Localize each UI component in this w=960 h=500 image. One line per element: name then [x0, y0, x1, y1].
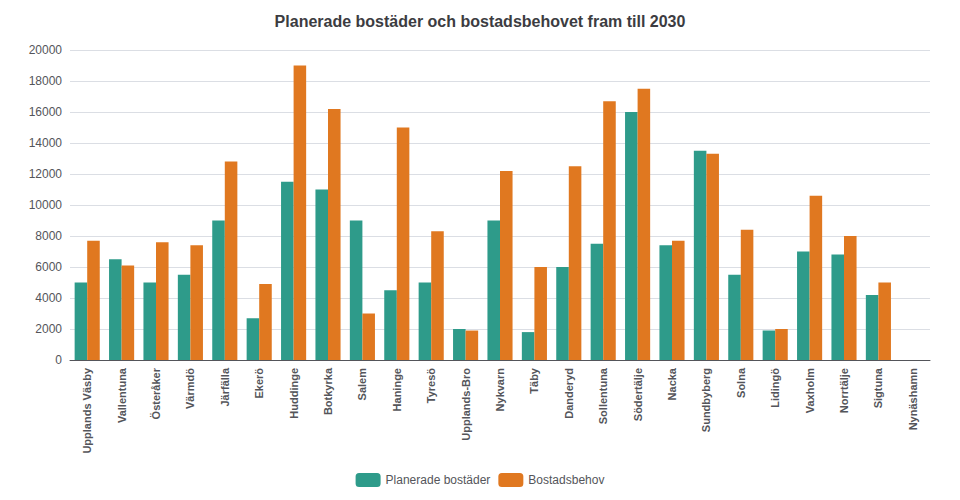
svg-text:Nacka: Nacka	[666, 367, 678, 400]
svg-text:Haninge: Haninge	[391, 368, 403, 411]
svg-text:Planerade bostäder och bostads: Planerade bostäder och bostadsbehovet fr…	[275, 13, 686, 30]
svg-text:Botkyrka: Botkyrka	[322, 367, 334, 415]
svg-text:0: 0	[55, 353, 62, 367]
svg-text:Salem: Salem	[356, 368, 368, 401]
svg-text:Värmdö: Värmdö	[184, 368, 196, 409]
svg-text:Lidingö: Lidingö	[769, 368, 781, 408]
svg-text:Upplands-Bro: Upplands-Bro	[460, 368, 472, 441]
svg-text:16000: 16000	[29, 105, 63, 119]
svg-text:Bostadsbehov: Bostadsbehov	[528, 473, 604, 487]
svg-text:Nynäshamn: Nynäshamn	[907, 368, 919, 431]
svg-text:Sundbyberg: Sundbyberg	[700, 368, 712, 432]
svg-text:Sollentuna: Sollentuna	[597, 367, 609, 424]
svg-text:Danderyd: Danderyd	[563, 368, 575, 419]
svg-text:Södertälje: Södertälje	[632, 368, 644, 421]
svg-text:Norrtälje: Norrtälje	[838, 368, 850, 413]
svg-text:12000: 12000	[29, 167, 63, 181]
svg-text:Ekerö: Ekerö	[253, 368, 265, 399]
svg-text:Vaxholm: Vaxholm	[804, 368, 816, 413]
svg-text:Huddinge: Huddinge	[288, 368, 300, 419]
svg-text:Upplands Väsby: Upplands Väsby	[81, 367, 93, 453]
svg-text:18000: 18000	[29, 74, 63, 88]
svg-text:4000: 4000	[35, 291, 62, 305]
svg-text:Nykvarn: Nykvarn	[494, 368, 506, 412]
svg-text:20000: 20000	[29, 43, 63, 57]
svg-text:Solna: Solna	[735, 367, 747, 398]
svg-text:Tyresö: Tyresö	[425, 368, 437, 404]
svg-text:10000: 10000	[29, 198, 63, 212]
svg-text:8000: 8000	[35, 229, 62, 243]
svg-text:Österåker: Österåker	[150, 367, 162, 419]
svg-text:Täby: Täby	[528, 367, 540, 394]
svg-text:2000: 2000	[35, 322, 62, 336]
svg-text:Järfälla: Järfälla	[219, 367, 231, 406]
svg-text:Planerade bostäder: Planerade bostäder	[386, 473, 491, 487]
svg-text:6000: 6000	[35, 260, 62, 274]
svg-text:14000: 14000	[29, 136, 63, 150]
svg-text:Vallentuna: Vallentuna	[116, 367, 128, 423]
svg-text:Sigtuna: Sigtuna	[872, 367, 884, 408]
